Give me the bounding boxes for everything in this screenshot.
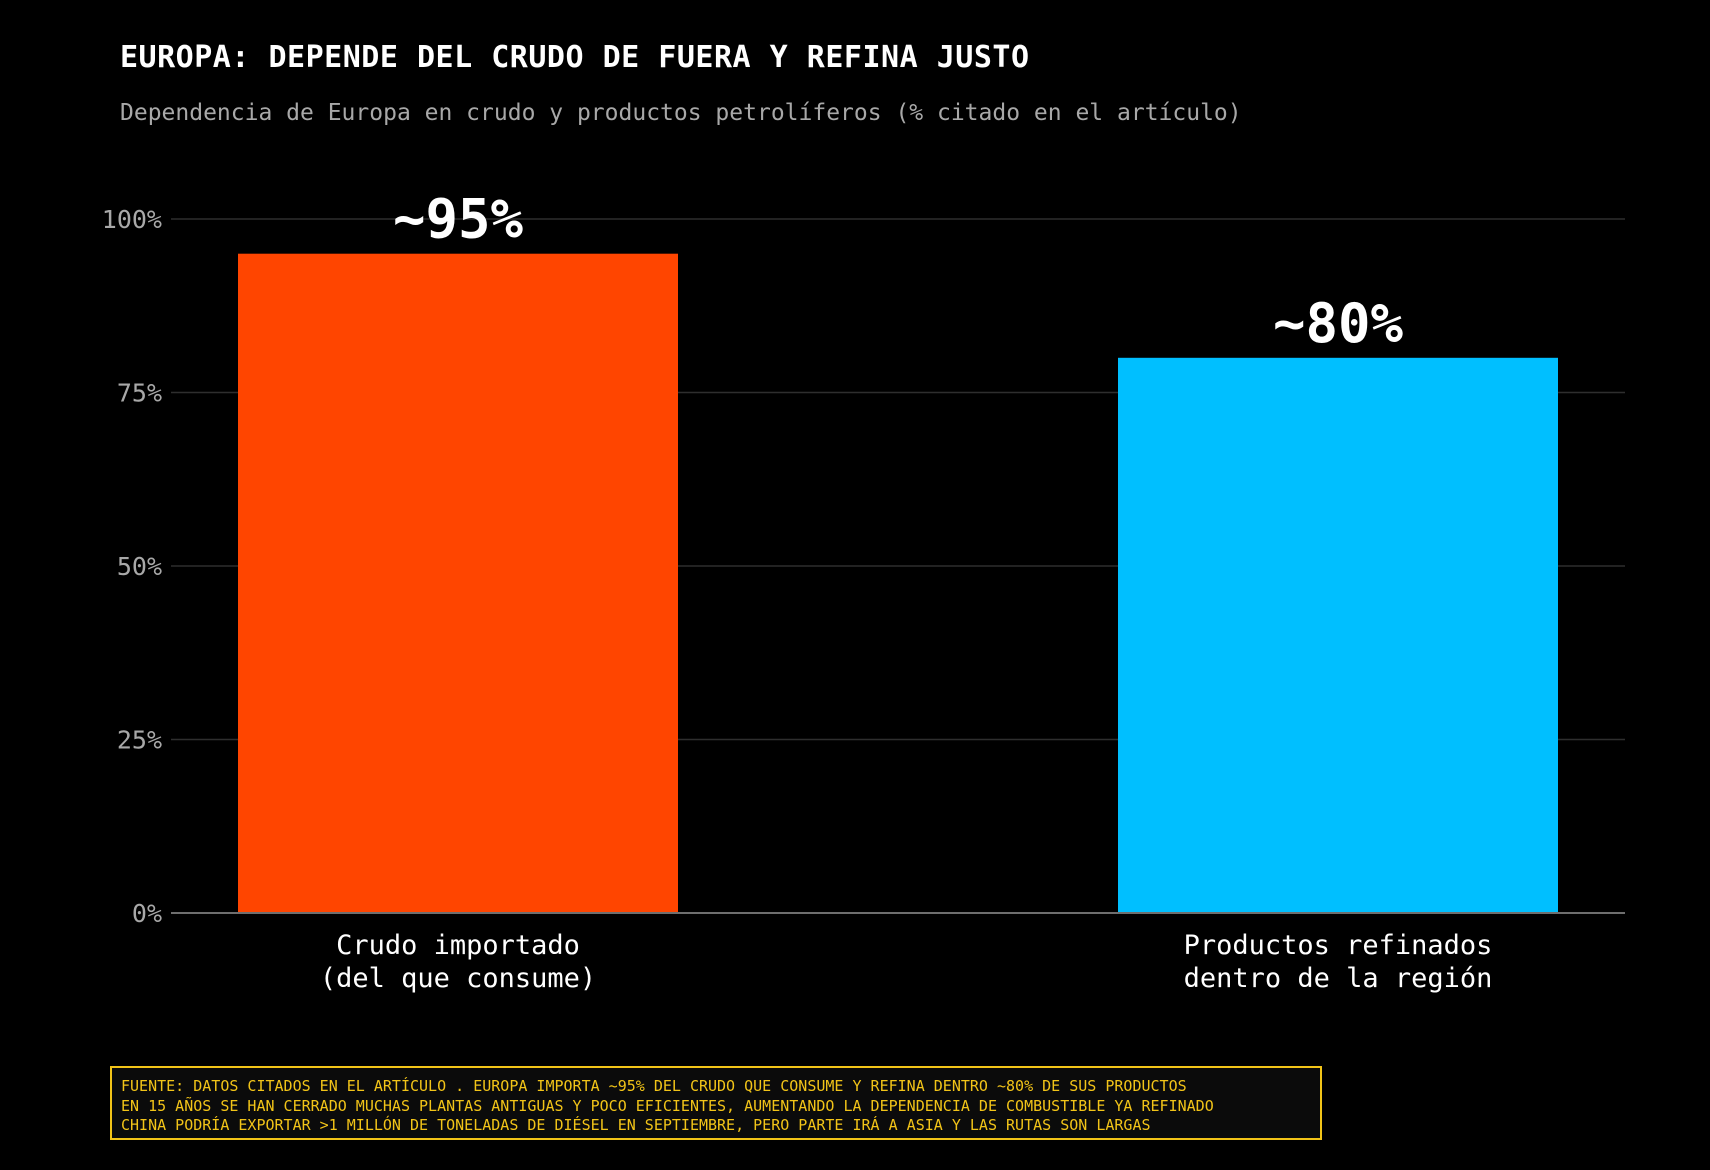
x-tick-label: Crudo importado (336, 930, 580, 961)
x-tick-label: dentro de la región (1184, 963, 1493, 994)
y-tick-label: 25% (117, 726, 162, 755)
y-tick-label: 50% (117, 552, 162, 581)
source-note-line: FUENTE: DATOS CITADOS EN EL ARTÍCULO . E… (121, 1077, 1187, 1095)
y-tick-label: 100% (102, 205, 162, 234)
y-tick-label: 75% (117, 379, 162, 408)
chart-title: EUROPA: DEPENDE DEL CRUDO DE FUERA Y REF… (120, 40, 1030, 75)
bar-chart: 0% 25% 50% 75% 100% ~95% Crudo importado(del q… (102, 188, 1625, 994)
x-tick-label: (del que consume) (320, 963, 596, 994)
x-tick-label: Productos refinados (1184, 930, 1493, 961)
source-note-line: EN 15 AÑOS SE HAN CERRADO MUCHAS PLANTAS… (121, 1096, 1214, 1115)
y-tick-label: 0% (132, 899, 162, 928)
source-note-box: FUENTE: DATOS CITADOS EN EL ARTÍCULO . E… (110, 1066, 1322, 1140)
bar (1118, 357, 1558, 913)
bar (238, 253, 678, 913)
data-label: ~95% (393, 188, 524, 251)
source-note-line: CHINA PODRÍA EXPORTAR >1 MILLÓN DE TONEL… (121, 1116, 1151, 1134)
chart-subtitle: Dependencia de Europa en crudo y product… (120, 100, 1242, 126)
data-label: ~80% (1273, 292, 1404, 355)
